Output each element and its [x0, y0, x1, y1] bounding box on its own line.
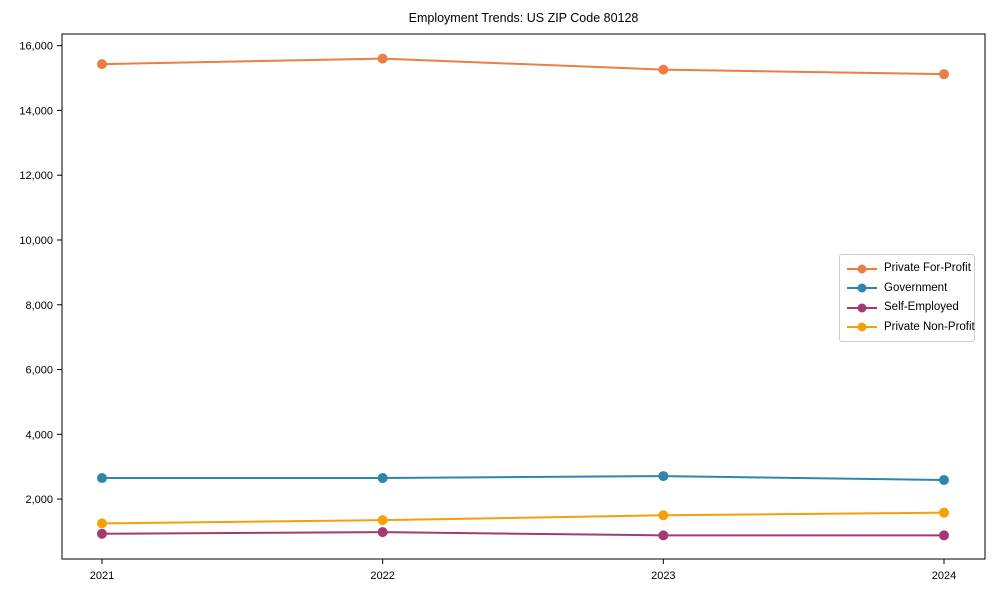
- legend-dot: [857, 264, 867, 274]
- x-tick-label: 2022: [370, 570, 394, 582]
- legend-marker-self-employed: [847, 303, 877, 313]
- y-tick-label: 4,000: [25, 429, 53, 441]
- legend-label: Government: [884, 281, 948, 294]
- y-tick-label: 6,000: [25, 365, 53, 377]
- data-point-private-for-profit-2023: [658, 64, 669, 75]
- series-line-private-for-profit: [101, 57, 945, 76]
- data-point-private-non-profit-2023: [658, 510, 669, 521]
- legend-label: Private For-Profit: [884, 262, 971, 274]
- data-point-private-for-profit-2022: [377, 53, 388, 64]
- series-line-private-non-profit: [101, 511, 945, 525]
- legend-marker-government: [847, 283, 877, 293]
- y-tick-label: 14,000: [19, 105, 53, 117]
- y-tick-label: 16,000: [19, 41, 53, 53]
- data-point-government-2024: [939, 474, 950, 485]
- legend-dot: [857, 322, 867, 332]
- legend-label: Private Non-Profit: [884, 320, 975, 333]
- legend-item-government: Government: [846, 282, 968, 294]
- series-line-self-employed: [101, 531, 945, 537]
- data-point-private-for-profit-2021: [97, 59, 107, 70]
- data-point-private-for-profit-2024: [939, 69, 950, 80]
- y-tick-label: 8,000: [25, 300, 53, 312]
- data-point-self-employed-2023: [658, 530, 669, 541]
- chart-title: Employment Trends: US ZIP Code 80128: [408, 11, 639, 25]
- legend-marker-private-non-profit: [847, 322, 877, 332]
- legend-dot: [857, 283, 867, 293]
- legend-label: Self-Employed: [884, 301, 959, 313]
- data-point-self-employed-2024: [939, 530, 950, 541]
- data-point-private-non-profit-2021: [97, 518, 107, 529]
- series-line-government: [102, 475, 945, 481]
- legend-marker-private-for-profit: [847, 264, 877, 274]
- plot-border: [61, 33, 986, 560]
- legend: Private For-Profit Government Self-Employe…: [839, 254, 975, 342]
- data-point-government-2021: [97, 473, 107, 484]
- legend-item-private-for-profit: Private For-Profit: [846, 262, 971, 275]
- x-tick-label: 2024: [932, 570, 956, 582]
- y-tick-label: 2,000: [25, 494, 53, 506]
- legend-item-private-non-profit: Private Non-Profit: [846, 321, 975, 333]
- data-point-government-2022: [377, 473, 388, 484]
- data-point-self-employed-2021: [97, 528, 107, 539]
- data-point-self-employed-2022: [377, 527, 388, 538]
- y-tick-label: 10,000: [19, 235, 53, 247]
- x-tick-label: 2023: [651, 570, 675, 582]
- data-point-private-non-profit-2022: [377, 515, 388, 526]
- y-tick-label: 12,000: [19, 170, 53, 182]
- legend-dot: [857, 303, 867, 313]
- x-tick-label: 2021: [90, 570, 114, 582]
- legend-item-self-employed: Self-Employed: [846, 301, 968, 314]
- data-point-government-2023: [658, 471, 669, 482]
- data-point-private-non-profit-2024: [939, 507, 950, 518]
